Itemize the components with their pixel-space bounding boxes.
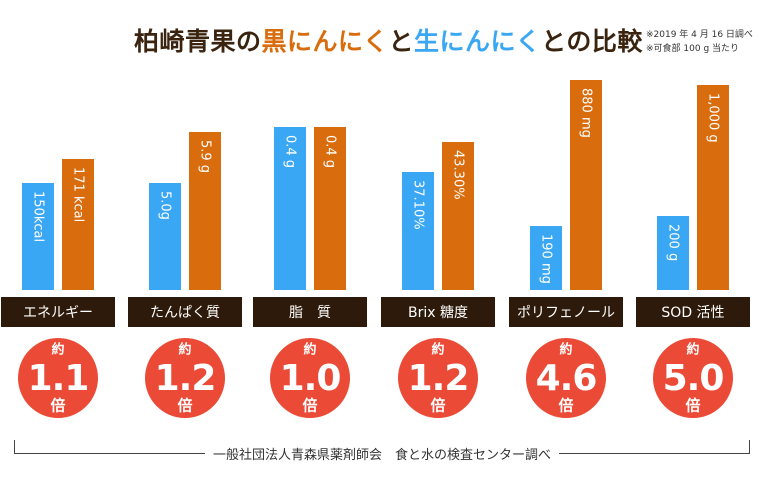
bar-black-1 xyxy=(189,132,221,290)
title-part2: 黒にんにく xyxy=(261,27,389,56)
ratio-suffix-2: 倍 xyxy=(302,397,317,415)
bar-black-3 xyxy=(442,142,474,290)
title-part3: と xyxy=(388,27,415,56)
category-box-4 xyxy=(509,297,623,327)
data-label-raw-2: 0.4 g xyxy=(283,135,298,168)
category-label-0: エネルギー xyxy=(23,305,93,321)
ratio-prefix-3: 約 xyxy=(431,342,444,358)
note-portion: ※可食部 100 g 当たり xyxy=(646,44,740,54)
bar-raw-5 xyxy=(657,216,689,290)
data-label-raw-4: 190 mg xyxy=(539,234,554,284)
ratio-prefix-0: 約 xyxy=(51,342,64,358)
category-box-0 xyxy=(1,297,115,327)
ratio-suffix-5: 倍 xyxy=(685,397,700,415)
bar-black-0 xyxy=(62,159,94,290)
ratio-badge-3 xyxy=(398,338,478,418)
data-label-black-4: 880 mg xyxy=(579,88,594,138)
bar-black-5 xyxy=(697,85,729,290)
category-box-1 xyxy=(128,297,242,327)
ratio-prefix-5: 約 xyxy=(686,342,699,358)
data-label-raw-1: 5.0g xyxy=(158,191,173,220)
ratio-badge-4 xyxy=(526,338,606,418)
note-date: ※2019 年 4 月 16 日調べ xyxy=(646,30,753,40)
category-label-5: SOD 活性 xyxy=(661,305,724,321)
bar-raw-1 xyxy=(149,183,181,290)
data-label-raw-3: 37.10% xyxy=(411,180,426,230)
ratio-value-3: 1.2 xyxy=(408,358,469,399)
ratio-badge-0 xyxy=(18,338,98,418)
data-label-raw-5: 200 g xyxy=(666,224,681,261)
category-label-1: たんぱく質 xyxy=(150,305,220,321)
ratio-suffix-0: 倍 xyxy=(50,397,65,415)
ratio-prefix-4: 約 xyxy=(559,342,572,358)
title-part5: との比較 xyxy=(541,27,643,56)
ratio-value-0: 1.1 xyxy=(28,358,89,399)
category-box-2 xyxy=(253,297,367,327)
bar-black-4 xyxy=(570,80,602,290)
ratio-suffix-1: 倍 xyxy=(177,397,192,415)
category-label-3: Brix 糖度 xyxy=(408,305,468,321)
ratio-prefix-1: 約 xyxy=(178,342,191,358)
data-label-black-3: 43.30% xyxy=(451,150,466,200)
data-label-black-0: 171 kcal xyxy=(71,167,86,222)
ratio-badge-5 xyxy=(653,338,733,418)
ratio-prefix-2: 約 xyxy=(303,342,316,358)
category-label-2: 脂 質 xyxy=(289,305,331,321)
ratio-suffix-3: 倍 xyxy=(430,397,445,415)
category-label-4: ポリフェノール xyxy=(517,305,615,321)
ratio-value-2: 1.0 xyxy=(280,358,341,399)
bar-raw-2 xyxy=(274,127,306,290)
ratio-value-5: 5.0 xyxy=(663,358,724,399)
bar-black-2 xyxy=(314,127,346,290)
ratio-badge-2 xyxy=(270,338,350,418)
title-part4: 生にんにく xyxy=(414,27,542,56)
ratio-value-4: 4.6 xyxy=(536,358,597,399)
title-part1: 柏崎青果の xyxy=(134,27,262,56)
footer-source: 一般社団法人青森県薬剤師会 食と水の検査センター調べ xyxy=(204,444,560,463)
footer-bracket: 一般社団法人青森県薬剤師会 食と水の検査センター調べ xyxy=(14,440,750,463)
chart-title: 柏崎青果の黒にんにくと生にんにくとの比較 xyxy=(134,22,643,58)
bar-raw-0 xyxy=(22,183,54,290)
data-label-black-2: 0.4 g xyxy=(323,135,338,168)
data-label-raw-0: 150kcal xyxy=(31,191,46,242)
ratio-badge-1 xyxy=(145,338,225,418)
category-box-3 xyxy=(381,297,495,327)
data-label-black-5: 1,000 g xyxy=(706,93,721,143)
ratio-value-1: 1.2 xyxy=(155,358,216,399)
data-label-black-1: 5.9 g xyxy=(198,140,213,173)
bar-raw-3 xyxy=(402,172,434,290)
category-box-5 xyxy=(636,297,750,327)
bar-raw-4 xyxy=(530,226,562,290)
ratio-suffix-4: 倍 xyxy=(558,397,573,415)
notes: ※2019 年 4 月 16 日調べ ※可食部 100 g 当たり xyxy=(646,28,753,56)
